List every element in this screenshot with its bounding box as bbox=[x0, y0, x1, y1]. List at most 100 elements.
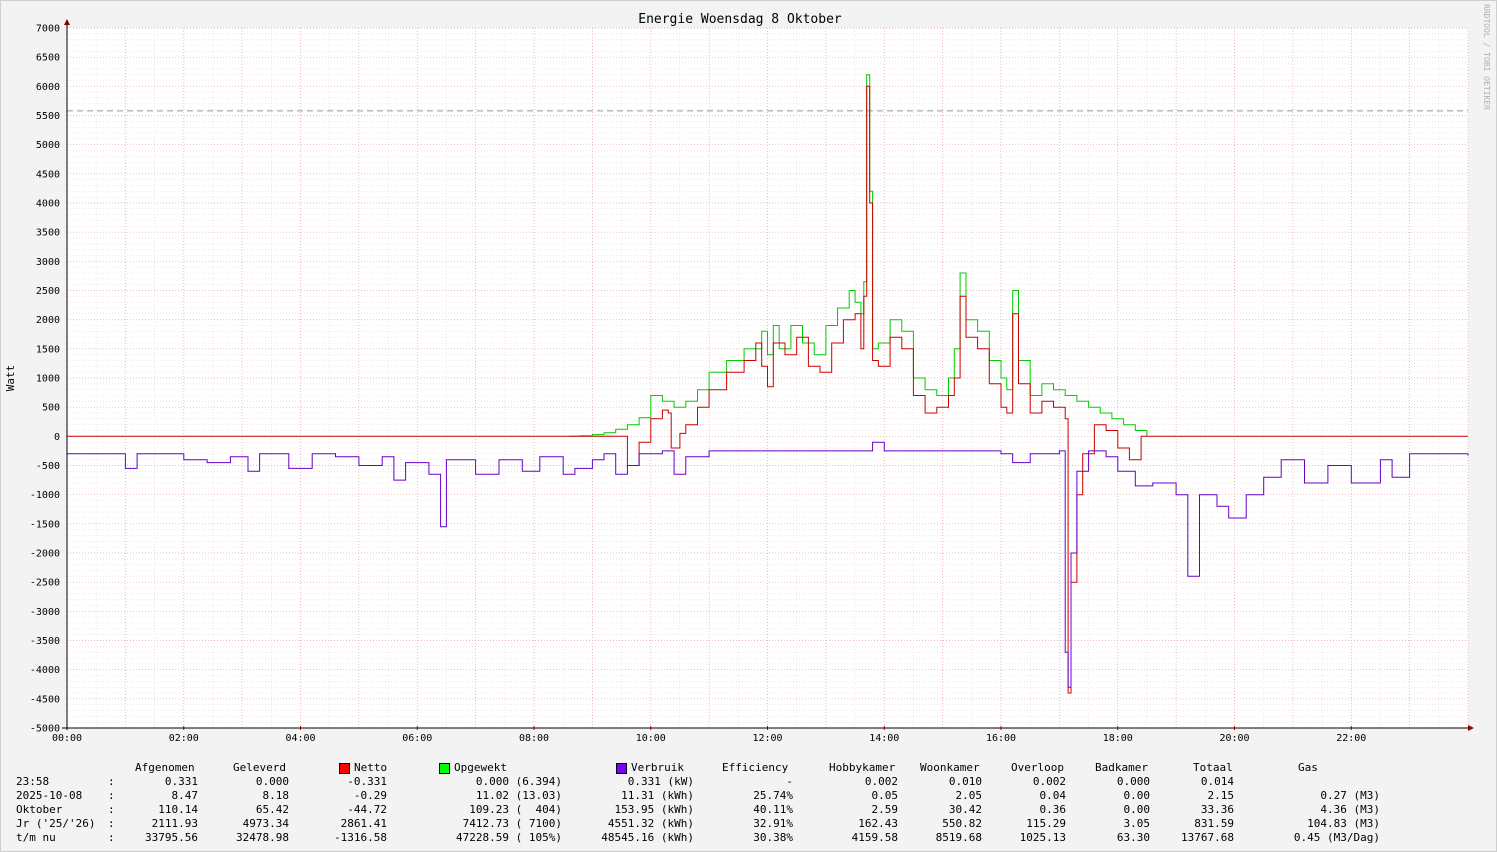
legend-swatch-verbruik bbox=[616, 763, 627, 774]
stats-cell-badkamer: 0.00 bbox=[1123, 803, 1151, 816]
stats-cell-afgenomen: 110.14 bbox=[158, 803, 198, 816]
x-tick-label: 16:00 bbox=[986, 733, 1016, 744]
stats-cell-efficiency: 40.11% bbox=[753, 803, 793, 816]
stats-cell-opgewekt: 47228.59 ( 105%) bbox=[456, 831, 562, 844]
stats-cell-woonkamer: 30.42 bbox=[948, 803, 982, 816]
stats-cell-verbruik: 0.331 (kW) bbox=[627, 775, 694, 788]
stats-cell-geleverd: 65.42 bbox=[255, 803, 289, 816]
stats-cell-geleverd: 32478.98 bbox=[236, 831, 289, 844]
y-axis-arrow bbox=[64, 19, 70, 25]
stats-cell-woonkamer: 0.010 bbox=[948, 775, 982, 788]
stats-cell-netto: -44.72 bbox=[347, 803, 387, 816]
legend-header-efficiency: Efficiency bbox=[722, 761, 789, 774]
legend-header-afgenomen: Afgenomen bbox=[135, 761, 195, 774]
stats-row-separator: : bbox=[108, 817, 115, 830]
x-tick-label: 02:00 bbox=[169, 733, 199, 744]
stats-cell-verbruik: 4551.32 (kWh) bbox=[607, 817, 694, 830]
y-tick-label: -4000 bbox=[30, 665, 60, 676]
legend-header-hobbykamer: Hobbykamer bbox=[829, 761, 896, 774]
x-tick-label: 00:00 bbox=[52, 733, 82, 744]
series-group bbox=[67, 74, 1469, 694]
x-tick-label: 12:00 bbox=[752, 733, 782, 744]
stats-cell-hobbykamer: 0.002 bbox=[864, 775, 898, 788]
y-tick-label: 2000 bbox=[36, 315, 60, 326]
stats-cell-gas: 0.27 (M3) bbox=[1320, 789, 1380, 802]
x-axis-arrow bbox=[1468, 725, 1474, 731]
stats-cell-afgenomen: 33795.56 bbox=[145, 831, 198, 844]
stats-cell-geleverd: 4973.34 bbox=[242, 817, 289, 830]
stats-cell-netto: -0.331 bbox=[347, 775, 387, 788]
stats-cell-overloop: 0.36 bbox=[1039, 803, 1067, 816]
stats-row-label: Oktober bbox=[16, 803, 63, 816]
chart-title: Energie Woensdag 8 Oktober bbox=[638, 12, 842, 27]
stats-cell-netto: -0.29 bbox=[353, 789, 387, 802]
y-tick-label: 2500 bbox=[36, 286, 60, 297]
energy-chart: 7000650060005500500045004000350030002500… bbox=[4, 4, 1491, 744]
stats-cell-efficiency: 25.74% bbox=[753, 789, 793, 802]
legend-header-geleverd: Geleverd bbox=[233, 761, 286, 774]
stats-cell-totaal: 2.15 bbox=[1207, 789, 1235, 802]
y-tick-label: 3000 bbox=[36, 257, 60, 268]
y-tick-label: 7000 bbox=[36, 24, 60, 35]
stats-cell-verbruik: 11.31 (kWh) bbox=[621, 789, 694, 802]
y-tick-label: -1000 bbox=[30, 490, 60, 501]
legend-header-badkamer: Badkamer bbox=[1095, 761, 1148, 774]
y-tick-label: 6500 bbox=[36, 53, 60, 64]
y-tick-label: 500 bbox=[42, 403, 60, 414]
stats-row-label: 23:58 bbox=[16, 775, 50, 788]
stats-cell-geleverd: 0.000 bbox=[255, 775, 289, 788]
legend-swatch-opgewekt bbox=[439, 763, 450, 774]
stats-row-separator: : bbox=[108, 789, 115, 802]
stats-cell-hobbykamer: 162.43 bbox=[858, 817, 898, 830]
legend-header-gas: Gas bbox=[1298, 761, 1318, 774]
legend-swatch-netto bbox=[339, 763, 350, 774]
stats-row-label: Jr ('25/'26) bbox=[16, 817, 96, 830]
stats-row-separator: : bbox=[108, 803, 115, 816]
y-tick-label: -500 bbox=[36, 461, 60, 472]
stats-cell-overloop: 0.04 bbox=[1039, 789, 1067, 802]
stats-cell-efficiency: - bbox=[786, 775, 793, 788]
stats-cell-opgewekt: 7412.73 ( 7100) bbox=[462, 817, 562, 830]
stats-cell-badkamer: 63.30 bbox=[1116, 831, 1150, 844]
y-axis-ticks: 7000650060005500500045004000350030002500… bbox=[30, 24, 60, 735]
y-tick-label: -1500 bbox=[30, 519, 60, 530]
stats-cell-efficiency: 30.38% bbox=[753, 831, 793, 844]
stats-cell-opgewekt: 109.23 ( 404) bbox=[469, 803, 562, 816]
stats-cell-overloop: 115.29 bbox=[1026, 817, 1066, 830]
x-tick-label: 22:00 bbox=[1336, 733, 1366, 744]
stats-cell-totaal: 33.36 bbox=[1200, 803, 1234, 816]
legend-stats-table: Afgenomen Geleverd Netto Opgewekt Verbruik Ef… bbox=[0, 760, 1497, 852]
stats-cell-verbruik: 153.95 (kWh) bbox=[614, 803, 694, 816]
y-tick-label: 4000 bbox=[36, 199, 60, 210]
stats-cell-gas: 0.45 (M3/Dag) bbox=[1293, 831, 1380, 844]
stats-row-label: t/m nu bbox=[16, 831, 56, 844]
stats-cell-opgewekt: 0.000 (6.394) bbox=[475, 775, 562, 788]
stats-cell-verbruik: 48545.16 (kWh) bbox=[601, 831, 694, 844]
y-tick-label: -3500 bbox=[30, 636, 60, 647]
watermark: RRDTOOL / TOBI OETIKER bbox=[1482, 4, 1491, 110]
y-tick-label: 4500 bbox=[36, 169, 60, 180]
x-tick-label: 18:00 bbox=[1103, 733, 1133, 744]
stats-cell-woonkamer: 2.05 bbox=[955, 789, 983, 802]
stats-cell-netto: 2861.41 bbox=[340, 817, 387, 830]
x-tick-label: 04:00 bbox=[285, 733, 315, 744]
legend-header-netto: Netto bbox=[354, 761, 388, 774]
y-tick-label: 5000 bbox=[36, 140, 60, 151]
stats-row-separator: : bbox=[108, 775, 115, 788]
stats-cell-overloop: 1025.13 bbox=[1019, 831, 1066, 844]
stats-cell-badkamer: 0.000 bbox=[1116, 775, 1150, 788]
stats-row-separator: : bbox=[108, 831, 115, 844]
series-line-netto bbox=[67, 85, 1468, 694]
x-axis-ticks: 00:00 02:00 04:00 06:00 08:00 10:00 12:00 14:00… bbox=[52, 726, 1366, 744]
stats-cell-netto: -1316.58 bbox=[334, 831, 387, 844]
y-tick-label: -2000 bbox=[30, 549, 60, 560]
legend-header-woonkamer: Woonkamer bbox=[920, 761, 980, 774]
stats-row-label: 2025-10-08 bbox=[16, 789, 83, 802]
stats-cell-hobbykamer: 4159.58 bbox=[851, 831, 898, 844]
y-tick-label: -2500 bbox=[30, 578, 60, 589]
stats-cell-afgenomen: 0.331 bbox=[164, 775, 198, 788]
stats-cell-geleverd: 8.18 bbox=[262, 789, 290, 802]
stats-cell-opgewekt: 11.02 (13.03) bbox=[475, 789, 562, 802]
grid bbox=[66, 27, 1469, 729]
stats-cell-gas: 104.83 (M3) bbox=[1307, 817, 1380, 830]
